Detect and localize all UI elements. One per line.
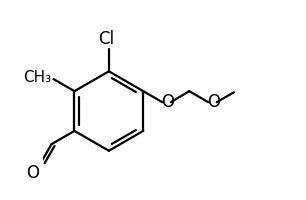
Text: Cl: Cl [99,30,115,48]
Text: O: O [161,93,174,111]
Text: O: O [26,164,39,182]
Text: CH₃: CH₃ [23,70,51,85]
Text: O: O [207,93,220,111]
